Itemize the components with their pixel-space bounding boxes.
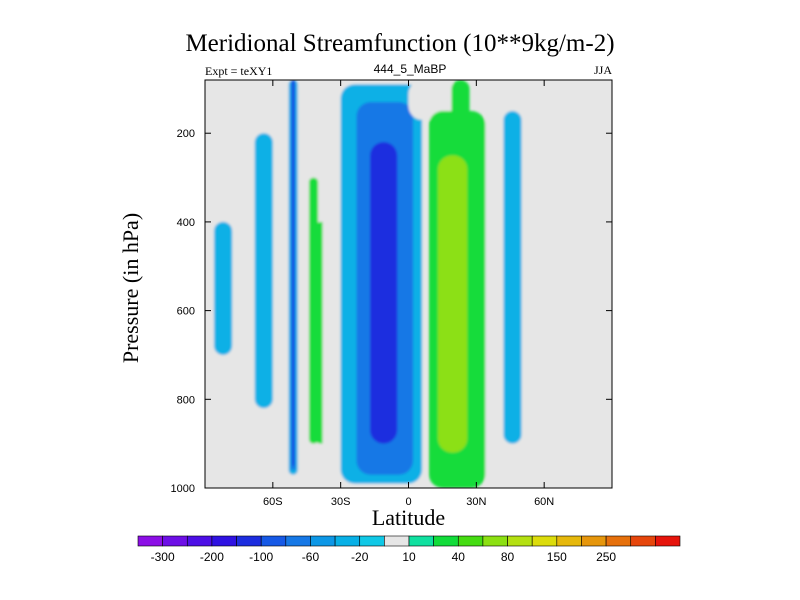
colorbar-swatch	[359, 535, 385, 547]
colorbar-swatch	[408, 535, 434, 547]
colorbar-swatch	[457, 535, 484, 547]
colorbar-swatch	[137, 535, 163, 547]
x-axis-label: Latitude	[371, 505, 446, 530]
contour-region	[292, 80, 295, 466]
colorbar-swatch	[630, 535, 656, 547]
colorbar-label: -200	[200, 550, 224, 564]
colorbar-swatch	[162, 535, 188, 547]
colorbar-swatch	[260, 535, 287, 547]
colorbar-label: -300	[151, 550, 175, 564]
colorbar-label: -60	[302, 550, 320, 564]
y-axis-label: Pressure (in hPa)	[118, 212, 143, 364]
contour-region	[370, 142, 398, 444]
contour-region	[530, 80, 612, 488]
colorbar-label: 150	[547, 550, 567, 564]
colorbar-label: 10	[402, 550, 416, 564]
experiment-label: Expt = teXY1	[205, 64, 273, 78]
x-tick-label: 30N	[466, 496, 486, 508]
y-tick-label: 600	[177, 306, 195, 318]
colorbar-swatch	[285, 535, 311, 547]
colorbar-swatch	[605, 535, 632, 547]
chart-title: Meridional Streamfunction (10**9kg/m-2)	[185, 30, 615, 57]
y-tick-label: 200	[177, 128, 195, 140]
contour-region	[485, 80, 497, 488]
colorbar-swatch	[211, 535, 237, 547]
contour-region	[254, 133, 273, 409]
colorbar-swatch	[531, 535, 558, 547]
x-tick-label: 60N	[534, 496, 554, 508]
colorbar-swatch	[433, 535, 459, 547]
colorbar-label: -100	[249, 550, 273, 564]
contour-region	[241, 80, 251, 488]
axis-ticks: 60S 30S 0 30N 60N 200 400 600 800 1000	[171, 80, 612, 508]
contour-regions	[209, 80, 612, 488]
contour-region	[408, 80, 459, 120]
colorbar-swatch	[236, 535, 262, 547]
colorbar-swatch	[310, 535, 336, 547]
contour-region	[451, 80, 470, 156]
colorbar-label: -20	[351, 550, 369, 564]
contour-region	[279, 80, 285, 488]
colorbar-label: 40	[452, 550, 466, 564]
colorbar-swatch	[334, 535, 361, 547]
x-tick-label: 0	[405, 496, 411, 508]
colorbar-swatch	[384, 535, 410, 547]
y-tick-label: 1000	[171, 483, 195, 495]
contour-region	[437, 155, 468, 453]
y-tick-label: 400	[177, 217, 195, 229]
case-label: 444_5_MaBP	[373, 62, 447, 76]
contour-region	[299, 80, 305, 488]
colorbar-swatch	[655, 535, 681, 547]
colorbar-swatch	[507, 535, 533, 547]
colorbar-swatch	[556, 535, 582, 547]
x-tick-label: 30S	[331, 496, 351, 508]
contour-region	[214, 221, 233, 355]
colorbar-label: 80	[501, 550, 515, 564]
colorbar-swatch	[581, 535, 607, 547]
season-label: JJA	[593, 63, 612, 77]
contour-region	[503, 111, 522, 444]
y-tick-label: 800	[177, 394, 195, 406]
colorbar-swatch	[482, 535, 508, 547]
contour-fill-layer	[205, 80, 612, 488]
x-tick-label: 60S	[263, 496, 283, 508]
colorbar: -300 -200 -100 -60 -20 10 40 80 150 250	[137, 535, 681, 564]
colorbar-swatch	[186, 535, 213, 547]
colorbar-label: 250	[596, 550, 616, 564]
